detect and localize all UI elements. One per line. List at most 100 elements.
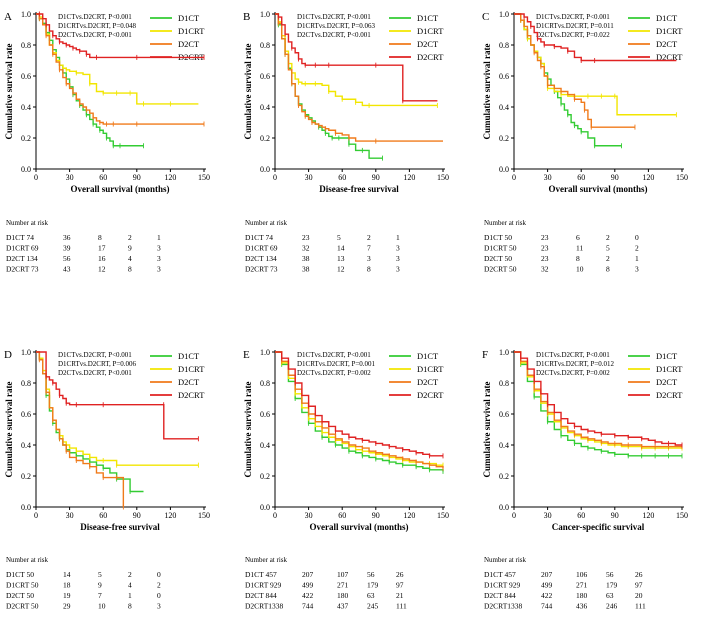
x-tick-label: 0 [34, 511, 38, 520]
y-tick-label: 0.4 [21, 441, 31, 450]
risk-row-label: D2CT 844 [484, 591, 516, 600]
legend-label: D1CT [178, 13, 200, 23]
p-value-annotation: D1CRTvs.D2CRT, P=0.006 [58, 360, 137, 368]
p-value-annotation: D1CRTvs.D2CRT, P=0.001 [297, 360, 376, 368]
x-tick-label: 120 [403, 511, 415, 520]
risk-count: 207 [541, 570, 553, 579]
risk-count: 23 [541, 254, 549, 263]
risk-count: 29 [63, 602, 71, 611]
risk-count: 8 [367, 265, 371, 274]
risk-count: 499 [541, 581, 553, 590]
risk-table-header: Number at risk [484, 219, 526, 227]
risk-count: 3 [367, 254, 371, 263]
x-tick-label: 0 [512, 511, 516, 520]
legend-label: D1CT [417, 351, 439, 361]
risk-row-label: D2CRT1338 [484, 602, 523, 611]
risk-row-label: D1CRT 69 [6, 244, 39, 253]
risk-count: 5 [337, 233, 341, 242]
legend-label: D1CRT [656, 26, 683, 36]
y-axis-title: Cumulative survival rate [4, 44, 14, 140]
series-line-d1ct [36, 351, 144, 493]
x-tick-label: 60 [577, 173, 585, 182]
risk-row-label: D2CRT 73 [6, 265, 39, 274]
y-tick-label: 1.0 [260, 348, 270, 357]
risk-count: 1 [396, 233, 400, 242]
x-tick-label: 150 [676, 173, 688, 182]
legend-label: D2CT [178, 39, 200, 49]
y-tick-label: 0.8 [21, 41, 31, 50]
panel-c: C Cumulative survival rate 0.0 0.2 0.4 0.6 0.8… [482, 10, 688, 274]
risk-count: 1 [128, 591, 132, 600]
x-tick-label: 150 [437, 511, 449, 520]
panel-letter: A [4, 11, 12, 23]
x-tick-label: 90 [372, 511, 380, 520]
y-axis-title: Cumulative survival rate [4, 382, 14, 478]
risk-table-header: Number at risk [245, 219, 287, 227]
y-tick-label: 0.2 [260, 472, 270, 481]
y-tick-label: 0.0 [499, 503, 509, 512]
x-axis-title: Disease-free survival [80, 522, 160, 532]
series-line-d2ct [275, 13, 443, 142]
series-line-d2crt [36, 13, 204, 59]
x-tick-label: 0 [273, 511, 277, 520]
risk-count: 56 [606, 570, 614, 579]
y-tick-label: 0.8 [260, 41, 270, 50]
risk-count: 23 [541, 244, 549, 253]
risk-table-header: Number at risk [245, 556, 287, 564]
risk-count: 39 [63, 244, 71, 253]
risk-count: 17 [98, 244, 106, 253]
x-tick-label: 60 [338, 511, 346, 520]
legend-label: D1CT [417, 13, 439, 23]
risk-count: 19 [63, 591, 71, 600]
risk-row-label: D2CT 134 [245, 254, 277, 263]
risk-count: 0 [635, 233, 639, 242]
panel-d: D Cumulative survival rate 0.0 0.2 0.4 0.6 0.8… [4, 348, 210, 611]
p-value-annotation: D2CTvs.D2CRT, P<0.001 [58, 31, 132, 39]
x-tick-label: 90 [611, 173, 619, 182]
series-line-d2crt [36, 351, 199, 440]
y-tick-label: 0.6 [260, 410, 270, 419]
risk-row-label: D2CT 844 [245, 591, 277, 600]
risk-count: 97 [396, 581, 404, 590]
series-line-d1ct [514, 351, 682, 457]
risk-table-header: Number at risk [484, 556, 526, 564]
risk-count: 180 [576, 591, 588, 600]
y-tick-label: 0.0 [21, 165, 31, 174]
legend-label: D2CRT [178, 390, 205, 400]
x-axis-title: Overall survival (months) [549, 184, 648, 194]
legend-label: D1CRT [656, 364, 683, 374]
y-tick-label: 1.0 [499, 348, 509, 357]
risk-count: 38 [302, 265, 310, 274]
risk-count: 2 [128, 570, 132, 579]
risk-count: 0 [157, 591, 161, 600]
risk-count: 2 [128, 233, 132, 242]
risk-count: 4 [128, 581, 132, 590]
legend-label: D2CRT [656, 52, 683, 62]
y-tick-label: 1.0 [499, 10, 509, 19]
risk-count: 422 [302, 591, 314, 600]
risk-count: 1 [157, 233, 161, 242]
risk-row-label: D2CRT1338 [245, 602, 284, 611]
risk-table-header: Number at risk [6, 219, 48, 227]
risk-count: 56 [63, 254, 71, 263]
x-tick-label: 90 [133, 511, 141, 520]
risk-count: 8 [128, 602, 132, 611]
y-tick-label: 0.2 [260, 134, 270, 143]
panel-a: A Cumulative survival rate 0.0 0.2 0.4 0.6 0.8… [4, 10, 210, 274]
y-tick-label: 0.8 [21, 379, 31, 388]
y-axis-title: Cumulative survival rate [482, 382, 492, 478]
risk-count: 32 [302, 244, 310, 253]
legend-label: D2CT [178, 377, 200, 387]
y-tick-label: 0.2 [499, 472, 509, 481]
risk-count: 23 [541, 233, 549, 242]
risk-count: 179 [367, 581, 379, 590]
risk-count: 744 [302, 602, 314, 611]
y-tick-label: 0.0 [260, 165, 270, 174]
y-tick-label: 0.4 [499, 103, 509, 112]
series-line-d2ct [36, 351, 125, 507]
legend-label: D2CRT [656, 390, 683, 400]
y-tick-label: 0.4 [260, 441, 270, 450]
risk-row-label: D1CT 457 [245, 570, 277, 579]
risk-table-header: Number at risk [6, 556, 48, 564]
y-tick-label: 0.2 [21, 134, 31, 143]
